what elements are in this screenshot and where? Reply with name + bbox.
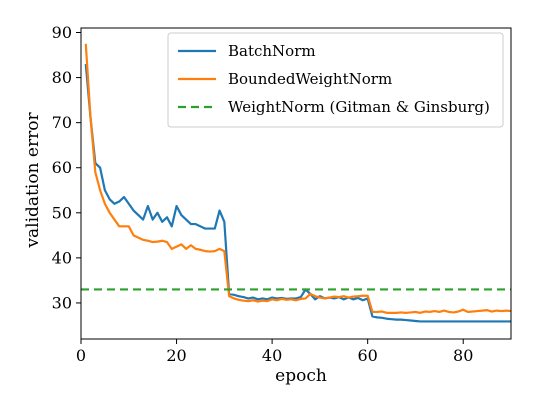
- y-axis-label: validation error: [23, 112, 43, 249]
- x-tick-label-40: 40: [262, 346, 282, 365]
- legend: BatchNorm BoundedWeightNorm WeightNorm (Gi…: [167, 32, 504, 128]
- series-line-0: [84, 63, 511, 323]
- x-axis-label: epoch: [275, 366, 327, 386]
- plot-area: [80, 27, 512, 340]
- legend-label-0: BatchNorm: [228, 42, 316, 60]
- x-tick-label-80: 80: [453, 346, 473, 365]
- y-tick-label-90: 90: [52, 23, 72, 42]
- y-tick-label-60: 60: [52, 158, 72, 177]
- y-tick-label-70: 70: [52, 113, 72, 132]
- y-tick-label-80: 80: [52, 68, 72, 87]
- x-tick-label-20: 20: [166, 346, 186, 365]
- y-axis: 30 40 50 60 70 80 90: [52, 23, 81, 312]
- y-tick-label-40: 40: [52, 248, 72, 267]
- x-axis: 0 20 40 60 80: [76, 339, 473, 365]
- x-tick-label-60: 60: [357, 346, 377, 365]
- legend-label-2: WeightNorm (Gitman & Ginsburg): [228, 98, 490, 116]
- series-lines: [81, 43, 511, 323]
- y-tick-label-50: 50: [52, 203, 72, 222]
- legend-label-1: BoundedWeightNorm: [228, 70, 392, 88]
- axes-frame: [80, 27, 512, 340]
- x-tick-label-0: 0: [76, 346, 86, 365]
- series-line-1: [84, 43, 511, 314]
- y-tick-label-30: 30: [52, 293, 72, 312]
- legend-box: [167, 32, 504, 128]
